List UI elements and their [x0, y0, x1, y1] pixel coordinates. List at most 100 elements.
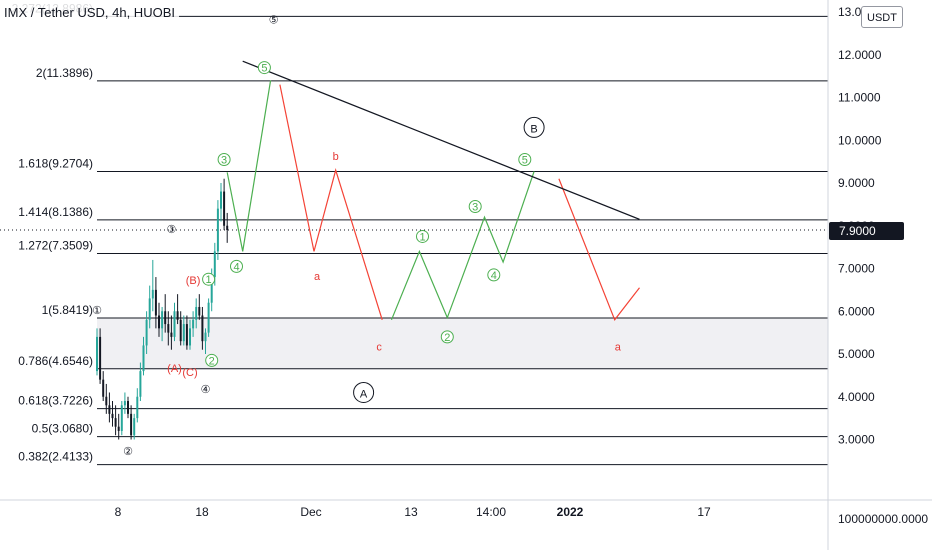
wave-label-12: (B)	[186, 275, 201, 287]
candle-body-15	[142, 345, 145, 372]
candle-body-17	[148, 298, 151, 320]
candle-body-35	[204, 332, 207, 342]
candle-body-14	[139, 371, 142, 397]
wave-label-14: ①	[92, 305, 102, 317]
wave-label-20: (C)	[182, 367, 197, 379]
time-tick-0: 8	[115, 505, 122, 519]
fib-label-1: 2(11.3896)	[36, 66, 93, 80]
candle-body-5	[111, 413, 114, 419]
fib-label-8: 0.5(3.0680)	[32, 422, 93, 436]
wave-label-circle-18	[205, 353, 219, 367]
price-tick-7: 6.0000	[838, 304, 875, 318]
candle-body-34	[201, 315, 204, 342]
candle-body-11	[130, 413, 133, 436]
candle-body-31	[192, 319, 195, 329]
wave-label-circle-2	[523, 116, 545, 138]
wave-label-circle-9	[230, 259, 243, 273]
bottom-axis-label-wrap: 100000000.0000	[838, 510, 928, 528]
candle-body-13	[136, 396, 139, 419]
candle-body-41	[223, 191, 226, 226]
last-price-label: 7.9000	[839, 224, 876, 238]
candle-body-4	[108, 405, 111, 414]
fib-zone-rect	[97, 318, 828, 369]
fib-label-7: 0.618(3.7226)	[18, 394, 93, 408]
candle-body-26	[176, 311, 179, 320]
candle-body-12	[133, 418, 136, 436]
candle-body-40	[220, 191, 222, 209]
currency-badge[interactable]: USDT	[861, 6, 903, 28]
candle-body-38	[213, 251, 216, 278]
wave-label-19: (A)	[167, 363, 182, 375]
wave-label-2: B	[530, 123, 537, 135]
wave-label-circle-6	[468, 200, 482, 214]
wave-label-11: 4	[491, 270, 497, 282]
candle-body-19	[154, 289, 157, 316]
wave-label-circle-1	[257, 61, 271, 75]
price-tick-3: 10.0000	[838, 133, 882, 147]
currency-badge-label: USDT	[867, 12, 897, 24]
wave-path-3	[558, 178, 640, 322]
time-tick-3: 13	[404, 505, 418, 519]
wave-labels-layer: ⑤ 5 Bb 3 5 3 ③ 1 4 a 4 (B) 1 ① c 2 a 2 (A) (C) ④ A ②	[92, 14, 622, 458]
candle-body-24	[170, 332, 173, 337]
candle-body-33	[198, 306, 201, 316]
symbol-label: IMX / Tether USD, 4h, HUOBI	[4, 5, 175, 20]
candle-body-28	[182, 324, 185, 342]
candle-body-37	[210, 277, 213, 303]
candle-body-18	[151, 289, 154, 299]
wave-label-circle-4	[217, 152, 231, 166]
candle-body-2	[102, 379, 105, 397]
wave-label-13: 1	[206, 274, 212, 286]
symbol-header: IMX / Tether USD, 4h, HUOBI	[0, 4, 179, 22]
candle-body-22	[164, 311, 167, 325]
candle-body-20	[158, 315, 160, 329]
candle-body-3	[105, 396, 108, 406]
time-axis-layer: 8 18 Dec 13 14:00 2022 17	[0, 499, 932, 519]
wave-label-9: 4	[233, 261, 239, 273]
wave-label-circle-5	[518, 152, 532, 166]
wave-label-22: A	[360, 388, 368, 400]
last-price-tag: 7.9000	[829, 222, 904, 240]
wave-label-circle-8	[416, 229, 429, 243]
wave-label-17: a	[615, 341, 622, 353]
fib-label-4: 1.272(7.3509)	[18, 238, 93, 252]
candle-body-23	[167, 324, 170, 333]
wave-paths-layer	[226, 80, 640, 322]
resistance-trendline	[242, 60, 640, 220]
price-tick-4: 9.0000	[838, 176, 875, 190]
wave-label-0: ⑤	[269, 14, 279, 26]
time-tick-6: 17	[697, 505, 711, 519]
fib-label-5: 1(5.8419)	[42, 303, 93, 317]
wave-path-0	[226, 80, 272, 252]
wave-label-5: 5	[522, 154, 528, 166]
wave-label-4: 3	[221, 154, 227, 166]
candles-layer	[96, 178, 229, 440]
fib-label-9: 0.382(2.4133)	[18, 450, 93, 464]
wave-label-1: 5	[261, 63, 267, 75]
candle-body-9	[123, 401, 126, 406]
candle-body-1	[99, 336, 102, 380]
price-tick-6: 7.0000	[838, 262, 875, 276]
wave-path-1	[279, 84, 383, 320]
time-tick-1: 18	[195, 505, 209, 519]
time-tick-5: 2022	[557, 505, 584, 519]
wave-path-2	[390, 171, 535, 321]
wave-label-circle-13	[202, 272, 216, 286]
candle-body-25	[173, 311, 176, 337]
candle-body-10	[127, 401, 129, 414]
price-tick-2: 11.0000	[838, 91, 881, 105]
candle-body-29	[185, 324, 188, 346]
wave-label-16: 2	[444, 332, 450, 344]
wave-label-21: ④	[201, 384, 211, 396]
price-tick-1: 12.0000	[838, 48, 882, 62]
price-axis-layer: 13.000012.000011.000010.00009.00008.0000…	[827, 0, 882, 550]
candle-body-32	[195, 306, 198, 320]
price-tick-8: 5.0000	[838, 347, 875, 361]
wave-label-8: 1	[419, 231, 425, 243]
wave-label-6: 3	[472, 202, 478, 214]
bottom-axis-label: 100000000.0000	[838, 512, 929, 526]
candle-body-36	[207, 302, 210, 333]
time-tick-4: 14:00	[476, 505, 506, 519]
candle-body-0	[96, 336, 98, 372]
